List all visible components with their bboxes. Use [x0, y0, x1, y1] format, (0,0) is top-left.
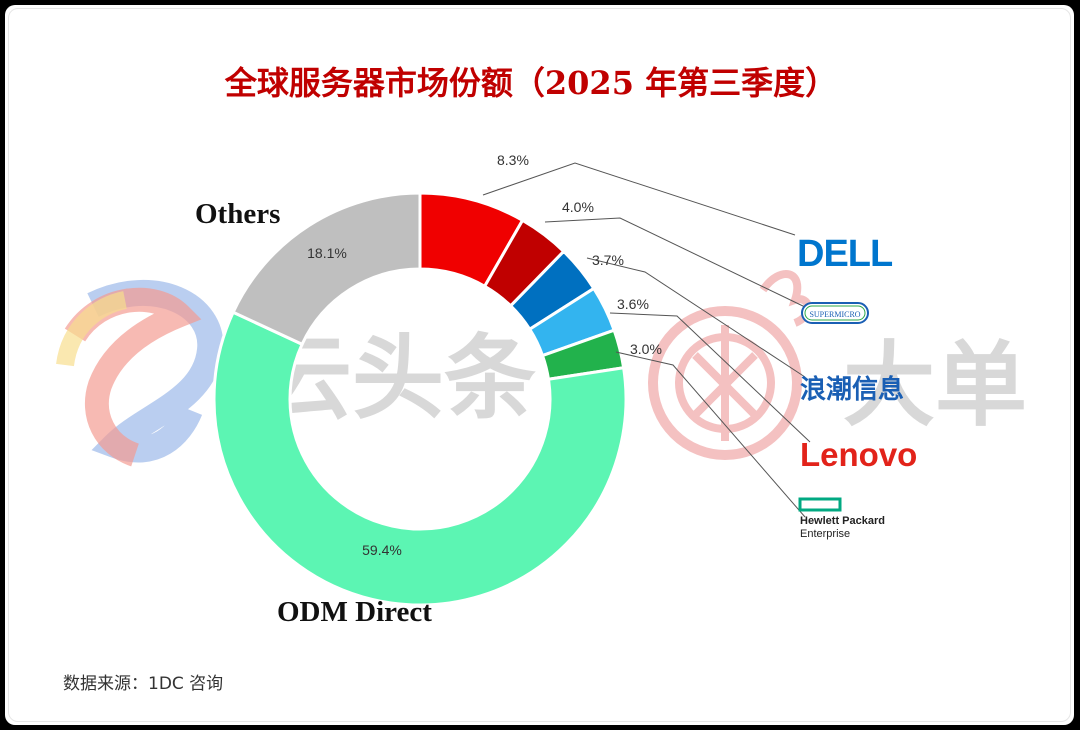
svg-text:Lenovo: Lenovo: [800, 436, 917, 473]
leader-line-hpe: [615, 351, 806, 518]
dell-logo: DELL: [797, 233, 894, 275]
slice-label-others: 18.1%: [307, 245, 347, 261]
watermark-left-text: 云头条: [260, 325, 536, 432]
leader-line-dell: [482, 162, 796, 236]
hpe-logo: Hewlett Packard Enterprise: [798, 497, 885, 540]
lenovo-logo: Lenovo: [800, 436, 917, 473]
svg-text:Enterprise: Enterprise: [800, 528, 850, 540]
watermark-right-text: 大单: [843, 332, 1027, 439]
slice-label-inspur: 3.7%: [592, 252, 624, 268]
slice-label-supermicro: 4.0%: [562, 199, 594, 215]
svg-text:浪潮信息: 浪潮信息: [800, 374, 904, 405]
pie-slice-others: [231, 191, 422, 347]
inspur-logo: 浪潮信息: [800, 374, 904, 405]
leader-line-inspur: [586, 257, 806, 378]
chart-canvas: 云头条 大单 全球服务器市场份额（2025 年第三季度） 8.3% 4.0% 3…: [5, 5, 1074, 725]
leader-line-lenovo: [609, 312, 811, 443]
pie-chart: 云头条 大单 全球服务器市场份额（2025 年第三季度） 8.3% 4.0% 3…: [56, 64, 1027, 694]
chart-title: 全球服务器市场份额（2025 年第三季度）: [224, 64, 837, 102]
slice-label-odm: 59.4%: [362, 542, 402, 558]
svg-text:DELL: DELL: [797, 233, 893, 275]
pie-slices: [212, 191, 628, 607]
watermark-left-logo: [56, 279, 224, 467]
slice-label-dell: 8.3%: [497, 152, 529, 168]
slice-label-lenovo: 3.6%: [617, 296, 649, 312]
watermark-right-logo: [648, 270, 813, 460]
source-note: 数据来源：1DC 咨询: [63, 674, 223, 694]
svg-text:SUPERMICRO: SUPERMICRO: [809, 310, 860, 319]
leader-line-supermicro: [544, 217, 806, 308]
slice-label-hpe: 3.0%: [630, 341, 662, 357]
supermicro-logo: SUPERMICRO: [801, 302, 869, 324]
svg-text:Hewlett Packard: Hewlett Packard: [800, 515, 885, 527]
pie-slice-odm-direct: [212, 310, 628, 607]
category-label-others: Others: [195, 198, 280, 230]
category-label-odm: ODM Direct: [277, 596, 432, 628]
leader-lines: [482, 162, 811, 518]
